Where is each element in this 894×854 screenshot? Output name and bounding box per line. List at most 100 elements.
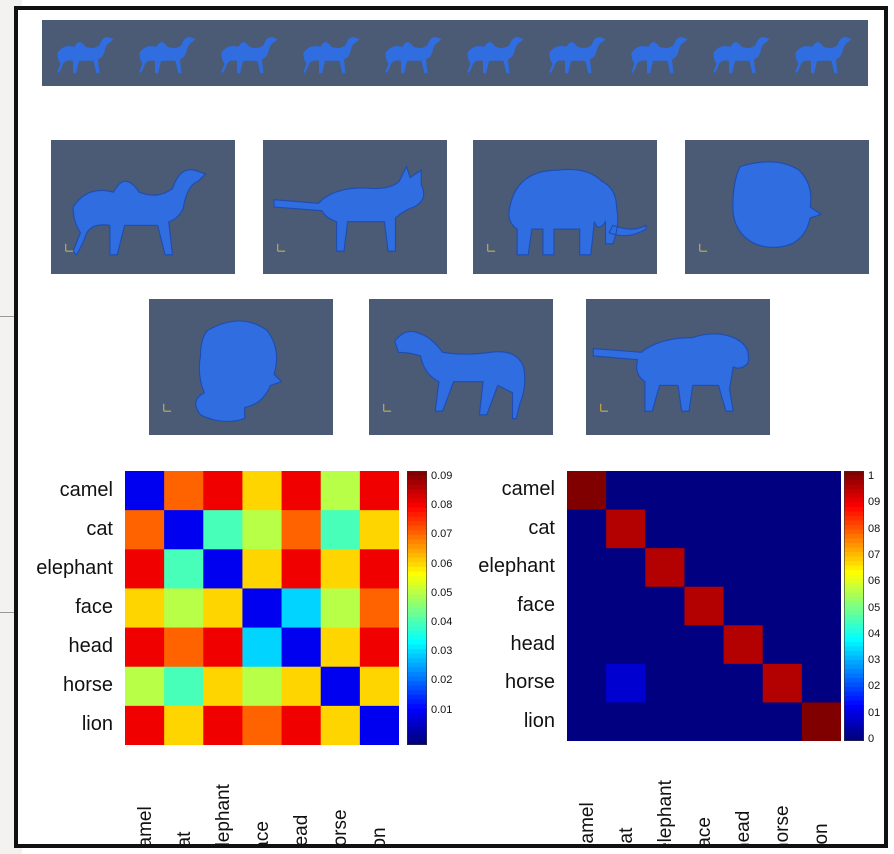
lion-model <box>592 333 750 412</box>
colorbar-tick-label: 08 <box>868 522 881 535</box>
axis-gizmo-icon <box>383 403 392 412</box>
heatmap-cell <box>723 663 764 703</box>
heatmap-cell <box>320 588 361 629</box>
row-label-lion: lion <box>81 713 113 736</box>
heatmap-cell <box>762 471 803 511</box>
heatmap-cell <box>645 663 685 703</box>
colorbar-tick-label: 0.05 <box>431 586 453 599</box>
heatmap-cell <box>242 705 283 745</box>
head-model <box>163 320 283 423</box>
colorbar-tick-label: 0.06 <box>431 557 453 570</box>
camel-pose <box>549 37 606 74</box>
heatmap-cell <box>203 510 243 550</box>
elephant-silhouette <box>508 168 647 256</box>
camel-pose <box>139 37 196 74</box>
heatmap-cell <box>684 548 725 588</box>
heatmap-cell <box>359 666 399 707</box>
heatmap-cell <box>567 702 607 741</box>
row-label-horse: horse <box>62 674 113 697</box>
heatmap-cell <box>320 510 361 550</box>
heatmap-cell <box>801 471 841 511</box>
heatmap-cell <box>606 471 646 511</box>
colorbar-tick-label: 05 <box>868 601 881 614</box>
column-label-lion: lion <box>811 823 833 848</box>
heatmap-cell <box>164 666 204 707</box>
column-label-cat: cat <box>615 827 637 848</box>
heatmap-cell <box>762 625 803 665</box>
row-label-camel: camel <box>501 478 555 501</box>
column-label-elephant: elephant <box>654 780 676 848</box>
column-label-horse: horse <box>330 809 352 848</box>
heatmap-cell <box>359 627 399 668</box>
heatmap-cell <box>801 586 841 626</box>
heatmap-cell <box>606 663 646 703</box>
heatmap-cell <box>645 548 685 588</box>
pose-frame-7 <box>549 37 606 74</box>
lion-silhouette <box>592 333 750 412</box>
figure-frame: camel cat elephant face head horse lion camel ca… <box>14 6 888 848</box>
heatmap-cell <box>203 588 243 629</box>
heatmap-cell <box>359 549 399 589</box>
colorbar-tick-label: 0.09 <box>431 470 453 482</box>
heatmap-cell <box>320 471 361 511</box>
colorbar-tick-label: 0 <box>868 733 875 745</box>
heatmap-cell <box>359 588 399 629</box>
heatmap-cell <box>164 705 204 745</box>
heatmap-cell <box>645 509 685 549</box>
heatmap-cell <box>567 471 607 511</box>
colorbar-tick-label: 01 <box>868 706 881 719</box>
heatmap-cell <box>801 663 841 703</box>
heatmap-cell <box>801 625 841 665</box>
heatmap-cell <box>320 705 361 745</box>
heatmap-cell <box>606 548 646 588</box>
model-panel-elephant <box>473 140 657 274</box>
model-panel-horse <box>369 299 553 435</box>
heatmap-cell <box>645 471 685 511</box>
model-panel-lion <box>586 299 770 435</box>
heatmap-cell <box>164 471 204 511</box>
row-label-elephant: elephant <box>36 556 113 579</box>
camel-pose <box>795 37 852 74</box>
heatmap-cell <box>125 549 165 589</box>
colorbar-tick-label: 0.08 <box>431 499 453 512</box>
heatmap-cell <box>723 625 764 665</box>
column-label-head: head <box>291 814 313 848</box>
pose-frame-10 <box>795 37 852 74</box>
face-silhouette <box>732 161 823 249</box>
pose-frame-2 <box>139 37 196 74</box>
colorbar-tick-label: 03 <box>868 654 881 667</box>
heatmap-cell <box>242 510 283 550</box>
heatmap-cell <box>723 509 764 549</box>
model-panel-cat <box>263 140 447 274</box>
colorbar-tick-label: 0.07 <box>431 528 453 541</box>
heatmap-cell <box>567 625 607 665</box>
heatmap-cell <box>281 666 322 707</box>
heatmap-cell <box>723 471 764 511</box>
pose-strip <box>42 20 868 86</box>
heatmap-cell <box>684 663 725 703</box>
heatmap-cell <box>164 627 204 668</box>
colorbar-tick-label: 02 <box>868 680 881 693</box>
model-panel-face <box>685 140 869 274</box>
row-label-lion: lion <box>523 709 555 732</box>
heatmap-cell <box>606 509 646 549</box>
pose-frame-1 <box>57 37 114 74</box>
camel-silhouette <box>72 169 207 256</box>
heatmap-cell <box>164 549 204 589</box>
pose-frame-5 <box>385 37 442 74</box>
heatmap-cell <box>320 666 361 707</box>
axis-gizmo-icon <box>163 403 172 412</box>
heatmap-cell <box>203 471 243 511</box>
heatmap-cell <box>801 702 841 741</box>
heatmap-cell <box>606 625 646 665</box>
heatmap-cell <box>359 705 399 745</box>
heatmap-cell <box>320 549 361 589</box>
column-label-head: head <box>733 810 755 848</box>
column-label-camel: camel <box>134 806 156 848</box>
row-label-cat: cat <box>86 517 113 540</box>
camel-pose <box>221 37 278 74</box>
heatmap-cell <box>684 471 725 511</box>
column-label-face: face <box>694 817 715 848</box>
camel-pose <box>713 37 770 74</box>
model-panel-camel <box>51 140 235 274</box>
